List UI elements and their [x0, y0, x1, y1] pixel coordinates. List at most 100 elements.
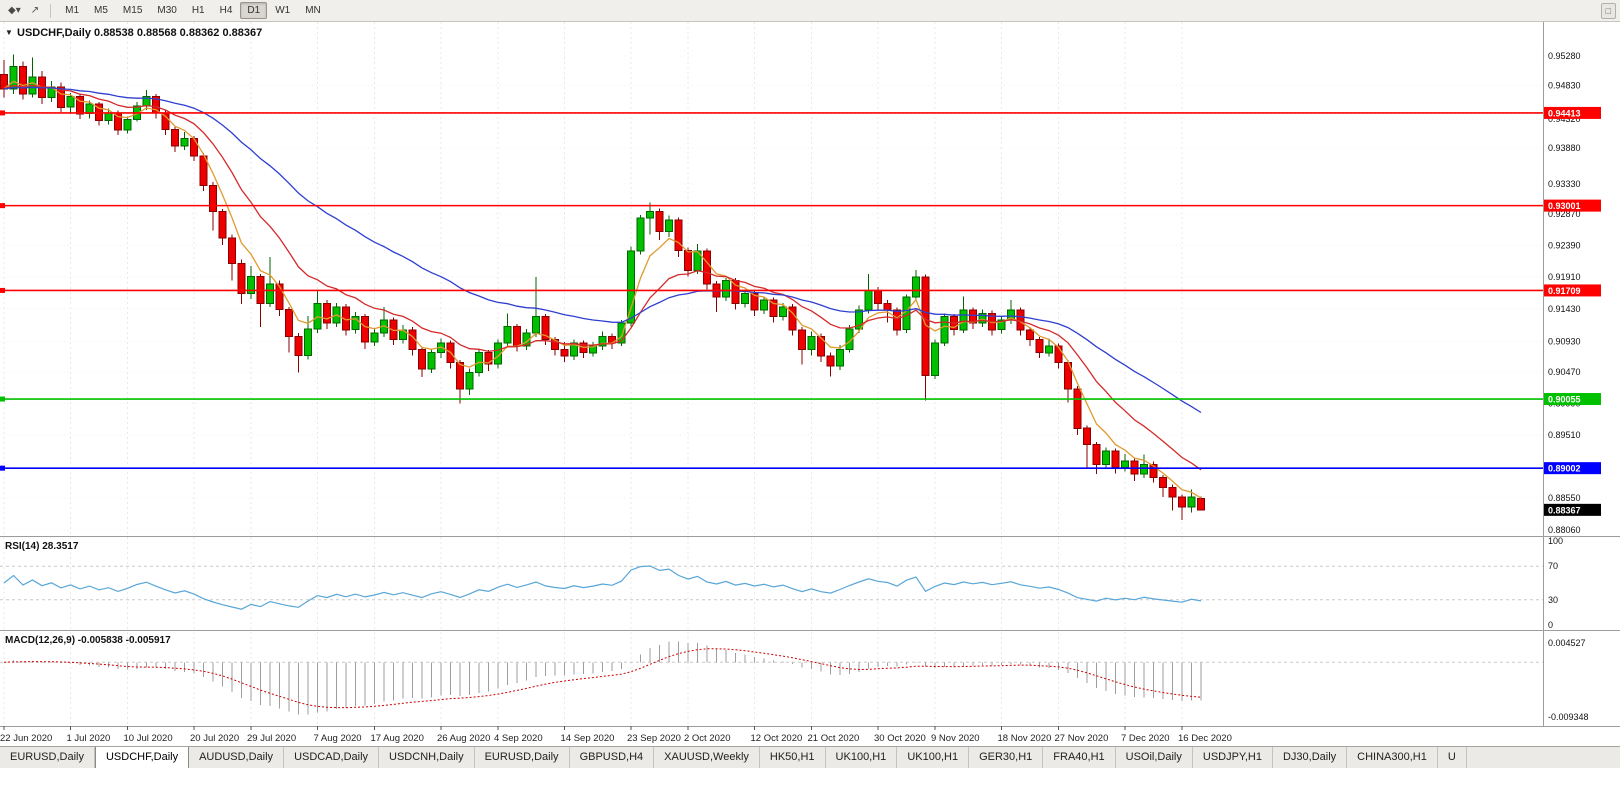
- svg-text:0.93880: 0.93880: [1548, 143, 1581, 153]
- svg-text:0.93330: 0.93330: [1548, 179, 1581, 189]
- svg-text:7 Dec 2020: 7 Dec 2020: [1121, 733, 1170, 744]
- svg-text:0.90470: 0.90470: [1548, 367, 1581, 377]
- svg-text:-0.009348: -0.009348: [1548, 712, 1589, 722]
- chart-tab[interactable]: USDJPY,H1: [1192, 747, 1273, 768]
- svg-text:16 Dec 2020: 16 Dec 2020: [1178, 733, 1232, 744]
- hline-price-label: [1544, 106, 1601, 119]
- timeframe-buttons: M1 M5 M15 M30 H1 H4 D1 W1 MN: [58, 2, 328, 19]
- chart-tab[interactable]: EURUSD,Daily: [474, 747, 570, 768]
- svg-text:0.94413: 0.94413: [1548, 108, 1581, 118]
- svg-text:0.92870: 0.92870: [1548, 209, 1581, 219]
- price-chart[interactable]: 0.95280 0.94830 0.94320 0.93880 0.93330 0.928…: [0, 22, 1620, 746]
- svg-text:0.92390: 0.92390: [1548, 241, 1581, 251]
- svg-text:0.88060: 0.88060: [1548, 525, 1581, 535]
- svg-text:30: 30: [1548, 595, 1558, 605]
- svg-text:26 Aug 2020: 26 Aug 2020: [437, 733, 490, 744]
- svg-text:4 Sep 2020: 4 Sep 2020: [494, 733, 543, 744]
- chart-tab[interactable]: USDCNH,Daily: [379, 747, 475, 768]
- timeframe-d1-button[interactable]: D1: [240, 2, 268, 19]
- timeframe-h1-button[interactable]: H1: [191, 5, 205, 16]
- svg-text:21 Oct 2020: 21 Oct 2020: [808, 733, 860, 744]
- svg-text:29 Jul 2020: 29 Jul 2020: [247, 733, 296, 744]
- symbols-dropdown-icon[interactable]: ◆▾: [8, 4, 21, 16]
- svg-text:100: 100: [1548, 536, 1563, 546]
- chart-tabs-bar: EURUSD,Daily USDCHF,Daily AUDUSD,Daily USDC…: [0, 746, 1620, 768]
- timeframe-m1-button[interactable]: M1: [65, 5, 80, 16]
- chart-tab[interactable]: GBPUSD,H4: [569, 747, 655, 768]
- svg-text:0.89510: 0.89510: [1548, 430, 1581, 440]
- cursor-arrow-icon[interactable]: ↗: [30, 4, 40, 16]
- top-toolbar: ◆▾ ↗ M1 M5 M15 M30 H1 H4 D1 W1 MN □: [0, 0, 1620, 22]
- timeframe-mn-button[interactable]: MN: [305, 5, 321, 16]
- svg-text:23 Sep 2020: 23 Sep 2020: [627, 733, 681, 744]
- svg-text:0.90055: 0.90055: [1548, 395, 1581, 405]
- ma-line-13: [3, 84, 1202, 471]
- svg-text:7 Aug 2020: 7 Aug 2020: [314, 733, 362, 744]
- svg-text:0.90930: 0.90930: [1548, 337, 1581, 347]
- toolbar-separator: [50, 3, 52, 18]
- svg-text:1 Jul 2020: 1 Jul 2020: [67, 733, 111, 744]
- svg-text:0.94830: 0.94830: [1548, 81, 1581, 91]
- hline-price-label: [1544, 199, 1601, 212]
- svg-text:10 Jul 2020: 10 Jul 2020: [124, 733, 173, 744]
- hline-edge-marker: [0, 396, 5, 402]
- svg-text:27 Nov 2020: 27 Nov 2020: [1055, 733, 1109, 744]
- chart-tab[interactable]: UK100,H1: [897, 747, 970, 768]
- hline-edge-marker: [0, 287, 5, 293]
- window-restore-icon[interactable]: □: [1600, 2, 1616, 19]
- svg-text:9 Nov 2020: 9 Nov 2020: [931, 733, 980, 744]
- svg-text:30 Oct 2020: 30 Oct 2020: [874, 733, 926, 744]
- svg-text:0.93001: 0.93001: [1548, 201, 1581, 211]
- hline-price-label: [1544, 462, 1601, 475]
- svg-text:12 Oct 2020: 12 Oct 2020: [751, 733, 803, 744]
- chart-background: [0, 22, 1620, 746]
- svg-text:2 Oct 2020: 2 Oct 2020: [684, 733, 730, 744]
- chart-tab[interactable]: UK100,H1: [825, 747, 898, 768]
- timeframe-m30-button[interactable]: M30: [157, 5, 177, 16]
- status-bar: [0, 768, 1620, 796]
- chart-tab[interactable]: CHINA300,H1: [1347, 747, 1438, 768]
- chart-tab[interactable]: DJ30,Daily: [1272, 747, 1348, 768]
- timeframe-w1-button[interactable]: W1: [275, 5, 291, 16]
- svg-text:22 Jun 2020: 22 Jun 2020: [0, 733, 52, 744]
- chart-tab[interactable]: U: [1437, 747, 1467, 768]
- rsi-line: [3, 565, 1202, 610]
- svg-text:14 Sep 2020: 14 Sep 2020: [561, 733, 615, 744]
- chart-tab[interactable]: XAUUSD,Weekly: [654, 747, 760, 768]
- hline-price-label: [1544, 284, 1601, 297]
- chart-tab[interactable]: EURUSD,Daily: [0, 747, 95, 768]
- chart-tab[interactable]: AUDUSD,Daily: [189, 747, 285, 768]
- timeframe-m15-button[interactable]: M15: [122, 5, 143, 16]
- hline-price-label: [1544, 393, 1601, 406]
- chart-tab[interactable]: HK50,H1: [759, 747, 826, 768]
- chart-tab[interactable]: USDCAD,Daily: [284, 747, 380, 768]
- rsi-label: RSI(14) 28.3517: [5, 541, 79, 552]
- timeframe-m5-button[interactable]: M5: [94, 5, 108, 16]
- chart-tab[interactable]: USDCHF,Daily: [94, 747, 190, 768]
- svg-text:0.89002: 0.89002: [1548, 464, 1581, 474]
- svg-text:0.91709: 0.91709: [1548, 286, 1581, 296]
- svg-text:0.95280: 0.95280: [1548, 51, 1581, 61]
- hline-edge-marker: [0, 203, 5, 209]
- svg-text:0.91430: 0.91430: [1548, 304, 1581, 314]
- svg-text:0.88367: 0.88367: [1548, 505, 1581, 515]
- svg-text:20 Jul 2020: 20 Jul 2020: [190, 733, 239, 744]
- current-price-label: [1544, 503, 1601, 516]
- chart-title: USDCHF,Daily 0.88538 0.88568 0.88362 0.8…: [17, 27, 262, 39]
- timeframe-h4-button[interactable]: H4: [219, 5, 233, 16]
- time-axis[interactable]: 22 Jun 2020 1 Jul 2020 10 Jul 2020 20 Jul 2…: [0, 726, 1232, 744]
- svg-text:17 Aug 2020: 17 Aug 2020: [371, 733, 424, 744]
- macd-label: MACD(12,26,9) -0.005838 -0.005917: [5, 635, 171, 646]
- chart-tab[interactable]: USOil,Daily: [1115, 747, 1193, 768]
- svg-text:18 Nov 2020: 18 Nov 2020: [998, 733, 1052, 744]
- collapse-chart-icon[interactable]: ▼: [5, 28, 13, 37]
- chart-tab[interactable]: FRA40,H1: [1043, 747, 1116, 768]
- svg-text:0.91910: 0.91910: [1548, 272, 1581, 282]
- svg-text:0: 0: [1548, 620, 1553, 630]
- price-axis[interactable]: 0.95280 0.94830 0.94320 0.93880 0.93330 0.928…: [1544, 51, 1601, 722]
- chart-tab[interactable]: GER30,H1: [969, 747, 1044, 768]
- svg-text:70: 70: [1548, 561, 1558, 571]
- hline-edge-marker: [0, 465, 5, 471]
- hline-edge-marker: [0, 110, 5, 116]
- svg-text:0.94320: 0.94320: [1548, 114, 1581, 124]
